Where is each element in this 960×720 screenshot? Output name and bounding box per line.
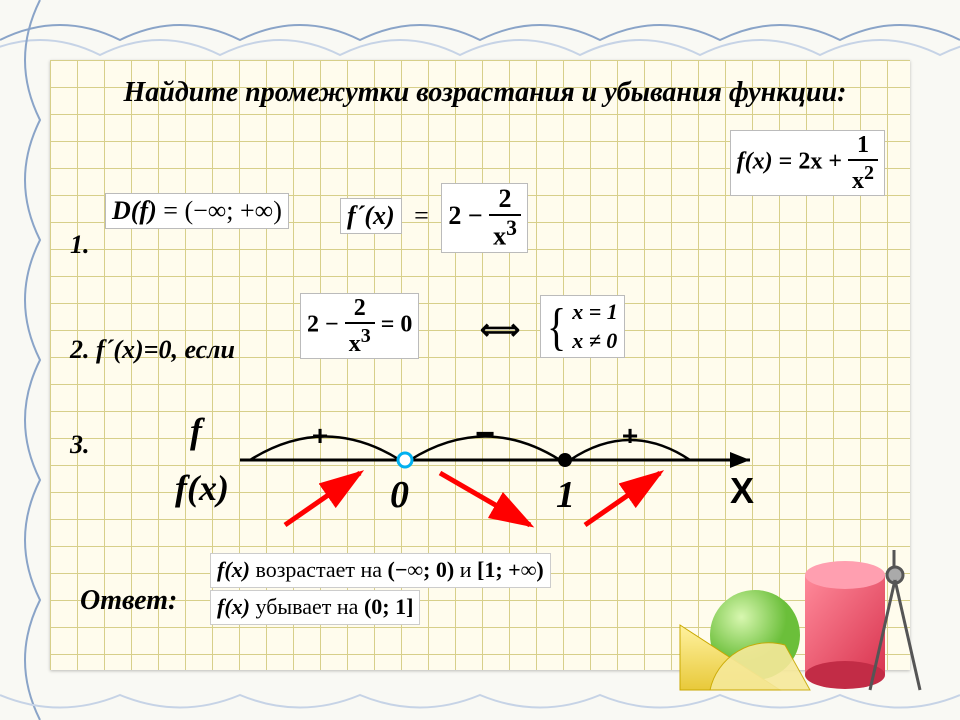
tick-1: 1 bbox=[556, 473, 575, 517]
given-formula: f(x) = 2x + 1 x2 bbox=[730, 130, 885, 196]
fx-label: f(x) bbox=[175, 467, 229, 509]
fprime-label: f bbox=[190, 410, 202, 452]
svg-text:+: + bbox=[622, 420, 638, 451]
step1-label: 1. bbox=[70, 230, 90, 260]
number-line-diagram: + − + bbox=[230, 405, 790, 535]
step2-equation: 2 − 2 x3 = 0 bbox=[300, 293, 419, 359]
title: Найдите промежутки возрастания и убывани… bbox=[105, 75, 865, 110]
slide: Найдите промежутки возрастания и убывани… bbox=[0, 0, 960, 720]
iff-symbol: ⟺ bbox=[480, 313, 520, 347]
svg-text:−: − bbox=[475, 415, 495, 453]
step3-label: 3. bbox=[70, 430, 90, 460]
step1-domain: D(f) = (−∞; +∞) bbox=[105, 193, 289, 229]
step2-system: { x = 1 x ≠ 0 bbox=[540, 295, 625, 358]
tick-0: 0 bbox=[390, 473, 409, 517]
svg-text:+: + bbox=[312, 420, 328, 451]
content-area: Найдите промежутки возрастания и убывани… bbox=[70, 75, 900, 110]
x-axis-label: X bbox=[730, 470, 754, 512]
answer-text: f(x) возрастает на (−∞; 0) и [1; +∞) f(x… bbox=[210, 553, 551, 627]
step1-derivative: f´(x) = 2 − 2 x3 bbox=[340, 183, 528, 253]
step2-label: 2. f´(x)=0, если bbox=[70, 335, 235, 365]
answer-label: Ответ: bbox=[80, 585, 177, 617]
